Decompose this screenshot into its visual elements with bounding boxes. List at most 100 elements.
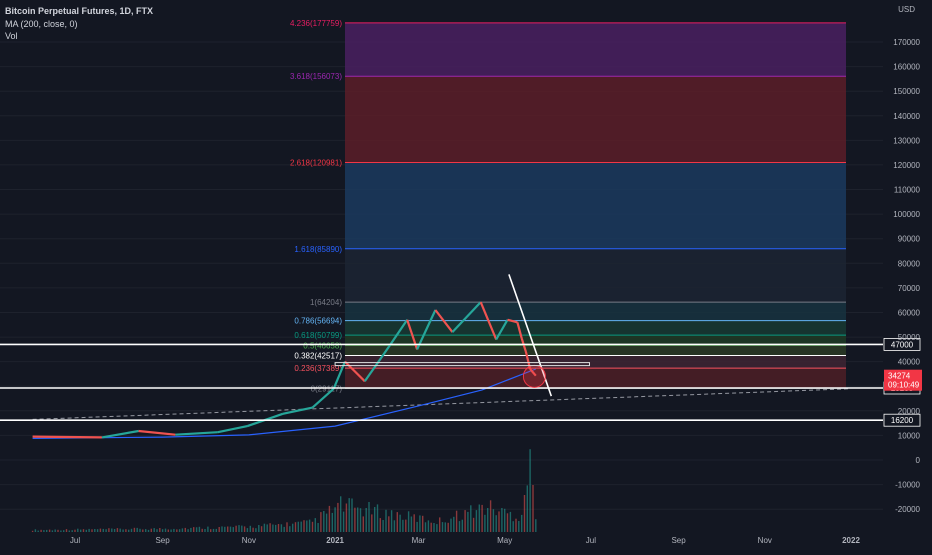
volume-bar xyxy=(368,502,370,532)
fib-level-label: 0.618(50799) xyxy=(294,331,342,340)
volume-bar xyxy=(495,515,497,532)
volume-bar xyxy=(354,507,356,532)
y-tick-label: 80000 xyxy=(898,259,921,268)
ma-indicator-label[interactable]: MA (200, close, 0) xyxy=(5,19,78,29)
fib-level-label: 1(64204) xyxy=(310,298,342,307)
volume-bar xyxy=(506,513,509,532)
volume-indicator-label[interactable]: Vol xyxy=(5,31,18,41)
volume-bar xyxy=(317,523,319,532)
y-tick-label: 120000 xyxy=(893,161,920,170)
volume-bar xyxy=(68,530,70,532)
volume-bar xyxy=(447,522,449,532)
x-tick-label: Sep xyxy=(155,536,170,545)
volume-bar xyxy=(133,527,136,532)
volume-bar xyxy=(221,526,223,532)
current-price-badge xyxy=(884,369,922,391)
fib-zone xyxy=(345,335,846,346)
volume-bar xyxy=(65,529,68,532)
x-tick-label: May xyxy=(497,536,512,545)
volume-bar xyxy=(286,522,288,532)
volume-bar xyxy=(436,524,438,532)
currency-label: USD xyxy=(898,5,915,14)
volume-bar xyxy=(181,528,184,532)
volume-bar xyxy=(504,508,506,532)
volume-bar xyxy=(345,503,348,532)
volume-bar xyxy=(212,528,215,532)
volume-bar xyxy=(85,529,87,532)
volume-bar xyxy=(300,521,302,532)
volume-bar xyxy=(509,511,512,532)
fib-level-label: 4.236(177759) xyxy=(290,19,342,28)
volume-bar xyxy=(402,519,404,532)
volume-bar xyxy=(243,526,246,532)
volume-bar xyxy=(407,511,410,532)
volume-bar xyxy=(184,527,186,532)
price-segment xyxy=(101,429,139,439)
volume-bar xyxy=(399,514,401,532)
price-segment xyxy=(479,301,498,340)
volume-bar xyxy=(492,509,495,532)
volume-bar xyxy=(60,530,62,532)
volume-bar xyxy=(280,524,283,532)
volume-bar xyxy=(122,529,124,532)
volume-bar xyxy=(390,510,393,532)
volume-bar xyxy=(450,518,452,532)
volume-bar xyxy=(193,527,195,532)
volume-bar xyxy=(96,529,99,532)
y-tick-label: 10000 xyxy=(898,431,921,440)
volume-bar xyxy=(382,520,384,532)
fib-level-label: 0(29117) xyxy=(311,384,343,393)
volume-bar xyxy=(487,508,489,532)
volume-bar xyxy=(501,508,503,532)
volume-bar xyxy=(277,524,280,532)
volume-bar xyxy=(294,522,297,532)
volume-bar xyxy=(150,528,152,532)
volume-bar xyxy=(521,514,523,532)
volume-bar xyxy=(260,526,263,532)
volume-bar xyxy=(235,525,237,532)
volume-bar xyxy=(334,507,336,532)
x-tick-label: 2022 xyxy=(842,536,860,545)
volume-bar xyxy=(238,525,240,532)
volume-bar xyxy=(470,505,472,532)
price-segment xyxy=(363,346,390,382)
volume-bar xyxy=(71,530,73,532)
volume-bar xyxy=(215,528,217,532)
y-tick-label: 110000 xyxy=(894,186,921,195)
trendline xyxy=(508,274,553,397)
volume-bar xyxy=(91,529,93,532)
fib-zone xyxy=(345,345,846,356)
fib-zone xyxy=(345,368,846,389)
volume-bar xyxy=(523,495,526,532)
current-price-countdown: 09:10:49 xyxy=(888,381,920,390)
y-tick-label: 0 xyxy=(916,456,921,465)
volume-bar xyxy=(405,519,407,532)
volume-bar xyxy=(489,500,492,532)
volume-bar xyxy=(105,529,107,532)
y-tick-label: 70000 xyxy=(898,284,921,293)
volume-bar xyxy=(464,510,466,532)
volume-bar xyxy=(43,530,45,532)
volume-bar xyxy=(48,529,51,532)
volume-bar xyxy=(80,529,82,532)
volume-bar xyxy=(176,529,178,532)
volume-bar xyxy=(167,529,169,532)
volume-bar xyxy=(320,512,322,532)
price-segment xyxy=(282,406,313,415)
y-tick-label: 160000 xyxy=(893,63,920,72)
price-segment xyxy=(311,387,335,409)
volume-bar xyxy=(190,527,192,532)
volume-bar xyxy=(512,521,514,532)
fib-zone xyxy=(345,76,846,163)
volume-bar xyxy=(227,526,229,532)
volume-bar xyxy=(306,520,308,532)
volume-bar xyxy=(529,449,531,532)
volume-bar xyxy=(359,508,362,532)
symbol-title[interactable]: Bitcoin Perpetual Futures, 1D, FTX xyxy=(5,6,154,16)
volume-bar xyxy=(292,523,294,532)
volume-bar xyxy=(365,508,367,532)
volume-bar xyxy=(351,498,353,532)
fib-level-label: 2.618(120981) xyxy=(290,159,342,168)
volume-bar xyxy=(40,529,42,532)
